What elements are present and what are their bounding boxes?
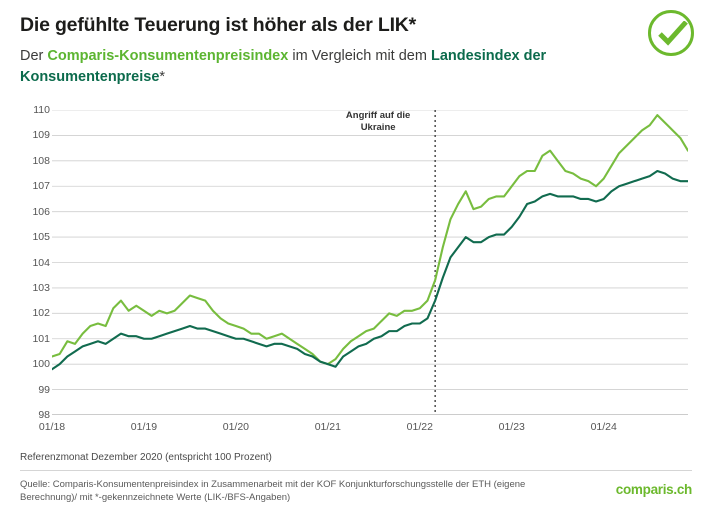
y-axis-tick-label: 105: [32, 231, 50, 244]
subtitle-highlight-lik: Landesindex der Konsumentenpreise: [20, 48, 547, 85]
y-axis-tick-label: 103: [32, 281, 50, 294]
chart-container: 98 99 100 101 102 103 104 105 106 107 108 109 110 01…: [20, 104, 692, 433]
comparis-logo: comparis.ch: [615, 482, 693, 497]
y-axis-tick-label: 109: [32, 129, 50, 142]
annotation-line: Ukraine: [360, 122, 396, 133]
y-axis-tick-label: 104: [32, 256, 50, 269]
subtitle-text-3: *: [159, 69, 166, 85]
x-axis-tick-label: 01/22: [406, 421, 433, 433]
y-axis-tick-label: 106: [32, 205, 50, 218]
y-axis-tick-label: 100: [32, 358, 50, 371]
y-axis-tick-label: 102: [32, 307, 50, 320]
x-axis-tick-label: 01/23: [498, 421, 525, 433]
y-axis-tick-label: 110: [33, 104, 50, 116]
x-axis-tick-label: 01/24: [590, 421, 617, 433]
line-chart-svg: [50, 109, 690, 420]
x-axis-tick-label: 01/20: [222, 421, 250, 433]
y-axis-tick-label: 101: [32, 332, 50, 345]
page-subtitle: Der Comparis-Konsumentenpreisindex im Ve…: [20, 46, 640, 88]
x-axis-tick-label: 01/18: [38, 421, 66, 433]
chart-plot-area: [50, 109, 690, 420]
x-axis-labels: 01/18 01/19 01/20 01/21 01/22 01/23 01/24: [39, 417, 688, 437]
subtitle-text-2: im Vergleich mit dem: [288, 48, 431, 64]
page-title: Die gefühlte Teuerung ist höher als der …: [20, 14, 417, 36]
y-axis-tick-label: 107: [32, 180, 50, 193]
source-note: Quelle: Comparis-Konsumentenpreisindex i…: [20, 479, 526, 503]
reference-note: Referenzmonat Dezember 2020 (entspricht …: [20, 452, 272, 463]
checkmark-icon: [658, 21, 688, 46]
chart-annotation: Angriff auf die Ukraine: [323, 110, 433, 134]
y-axis-tick-label: 108: [32, 154, 50, 167]
subtitle-text-1: Der: [20, 48, 48, 64]
subtitle-highlight-comparis: Comparis-Konsumentenpreisindex: [47, 48, 289, 64]
y-axis-tick-label: 99: [38, 383, 50, 396]
x-axis-tick-label: 01/21: [314, 421, 341, 433]
annotation-line: Angriff auf die: [345, 110, 411, 121]
y-axis-tick-label: 98: [38, 409, 50, 421]
check-circle-icon: [648, 10, 694, 56]
x-axis-tick-label: 01/19: [130, 421, 158, 433]
y-axis-labels: 98 99 100 101 102 103 104 105 106 107 108 109 110: [20, 104, 50, 421]
footer-divider: [20, 470, 692, 471]
